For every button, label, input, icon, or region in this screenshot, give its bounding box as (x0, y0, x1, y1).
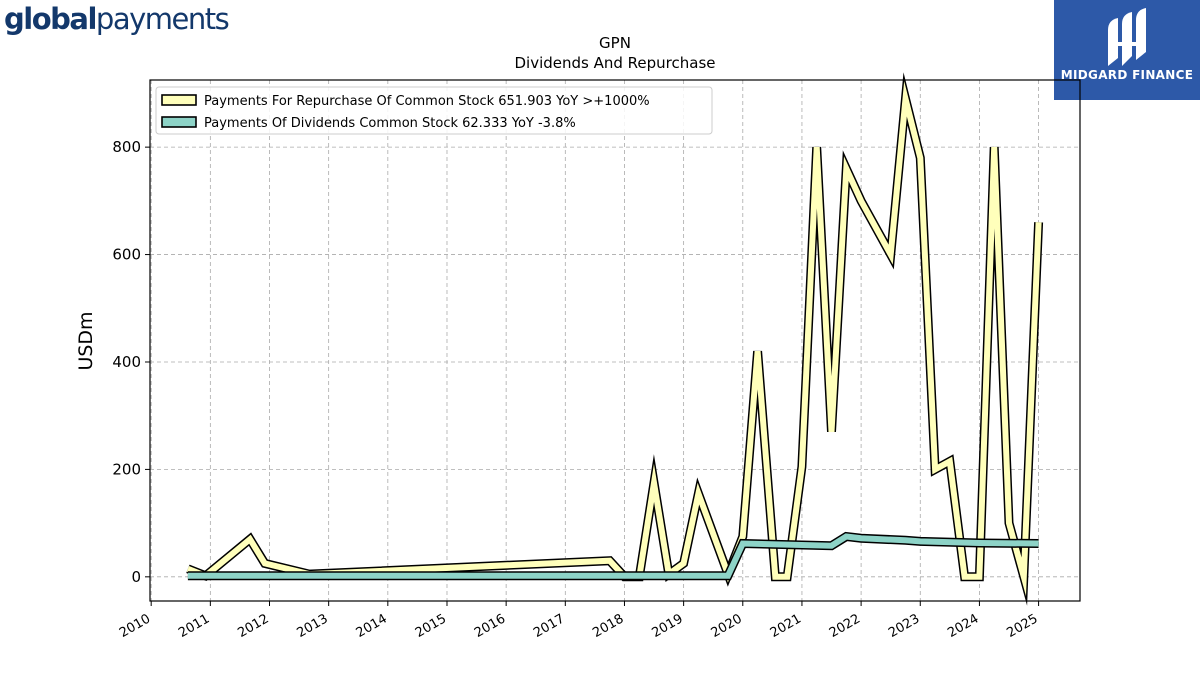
series-layer (186, 72, 1044, 606)
y-tick-label: 200 (112, 460, 141, 478)
x-tick-label: 2010 (117, 611, 153, 641)
x-tick-label: 2019 (649, 611, 685, 641)
legend-swatch-1 (161, 94, 197, 106)
x-tick-label: 2017 (531, 611, 567, 641)
y-tick-label: 600 (112, 246, 141, 264)
plot-frame (149, 79, 1081, 602)
legend-label-2: Payments Of Dividends Common Stock 62.33… (204, 116, 576, 131)
x-tick-label: 2013 (295, 611, 331, 641)
y-tick-label: 800 (112, 138, 141, 156)
x-tick-label: 2020 (709, 611, 745, 641)
series-outline-1 (186, 72, 1044, 606)
logo-left-light: payments (95, 2, 230, 36)
x-tick-label: 2018 (590, 611, 626, 641)
x-tick-label: 2022 (827, 611, 863, 641)
logo-right-text: MIDGARD FINANCE (1060, 68, 1194, 82)
x-tick-label: 2016 (472, 611, 508, 641)
x-tick-label: 2024 (945, 611, 981, 641)
grid-lines (150, 80, 1080, 601)
legend-swatch-2 (161, 116, 197, 128)
y-axis-label: USDm (75, 311, 97, 370)
x-axis: 2010 2011 2012 2013 2014 2015 2016 2017 2018 2019… (117, 601, 1041, 641)
legend: Payments For Repurchase Of Common Stock … (155, 86, 713, 135)
chart-subtitle: Dividends And Repurchase (514, 54, 715, 72)
series-line-2 (187, 533, 1039, 579)
y-tick-label: 0 (131, 568, 141, 586)
x-tick-label: 2011 (176, 611, 212, 641)
x-tick-label: 2012 (235, 611, 271, 641)
chart-title: GPN (599, 34, 631, 52)
legend-label-1: Payments For Repurchase Of Common Stock … (204, 94, 650, 109)
legend-box (155, 86, 713, 135)
x-tick-label: 2015 (413, 611, 449, 641)
logo-left-bold: global (4, 2, 97, 36)
globalpayments-logo: globalpayments (4, 0, 230, 38)
x-tick-label: 2014 (354, 611, 390, 641)
x-tick-label: 2021 (768, 611, 804, 641)
x-tick-label: 2023 (886, 611, 922, 641)
series-line-1 (186, 81, 1042, 597)
y-tick-label: 400 (112, 353, 141, 371)
midgard-finance-logo: MIDGARD FINANCE (1054, 0, 1200, 100)
x-tick-label: 2025 (1004, 611, 1040, 641)
midgard-emblem-icon (1108, 8, 1146, 66)
y-axis: 0 200 400 600 800 (112, 138, 150, 586)
